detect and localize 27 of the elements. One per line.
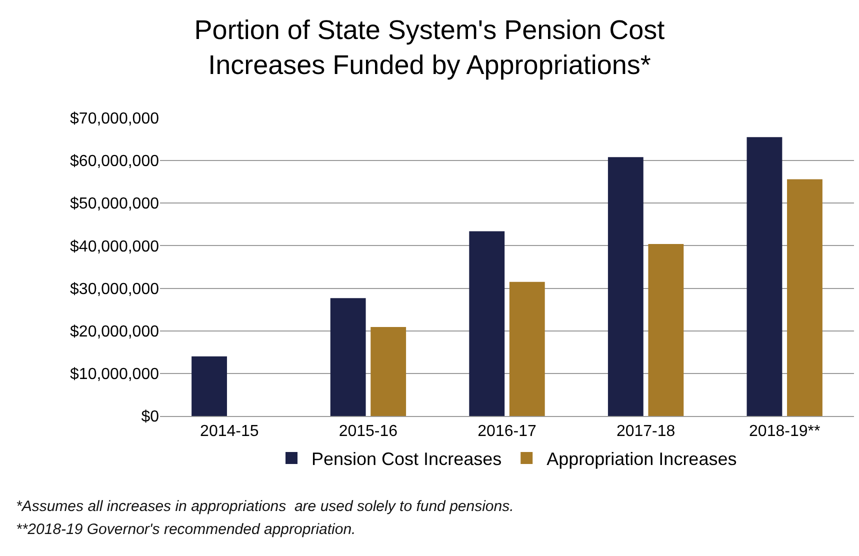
legend-label: Appropriation Increases [546,449,737,470]
bar [787,179,822,416]
text: **2018-19 Governor's recommended appropriation. [16,521,356,538]
x-tick-label: 2018-19** [749,423,820,440]
y-tick-label: $20,000,000 [70,323,160,340]
y-tick-label: $70,000,000 [70,110,160,128]
chart-title: Portion of State System's Pension Cost Increases Funded by Appropriations* [194,14,666,80]
x-tick-label: 2014-15 [200,423,259,440]
legend-label: Pension Cost Increases [312,449,502,470]
bar [648,244,684,416]
y-tick-label: $0 [141,408,160,426]
bar [509,282,545,416]
bar [370,327,406,416]
y-tick-label: $10,000,000 [70,366,160,384]
x-tick-label: 2015-16 [338,423,398,440]
y-tick-label: $30,000,000 [70,280,160,298]
x-tick-label: 2016-17 [478,423,536,440]
y-tick-label: $50,000,000 [70,196,160,213]
text: *Assumes all increases in appropriations are used solely to fund pensions. [16,498,514,515]
y-tick-label: $40,000,000 [70,238,160,256]
bar [330,298,366,416]
bar [746,137,782,416]
bar [469,231,505,416]
bar [608,157,644,416]
x-tick-label: 2017-18 [616,423,676,440]
bar [192,356,227,416]
y-tick-label: $60,000,000 [70,153,160,170]
